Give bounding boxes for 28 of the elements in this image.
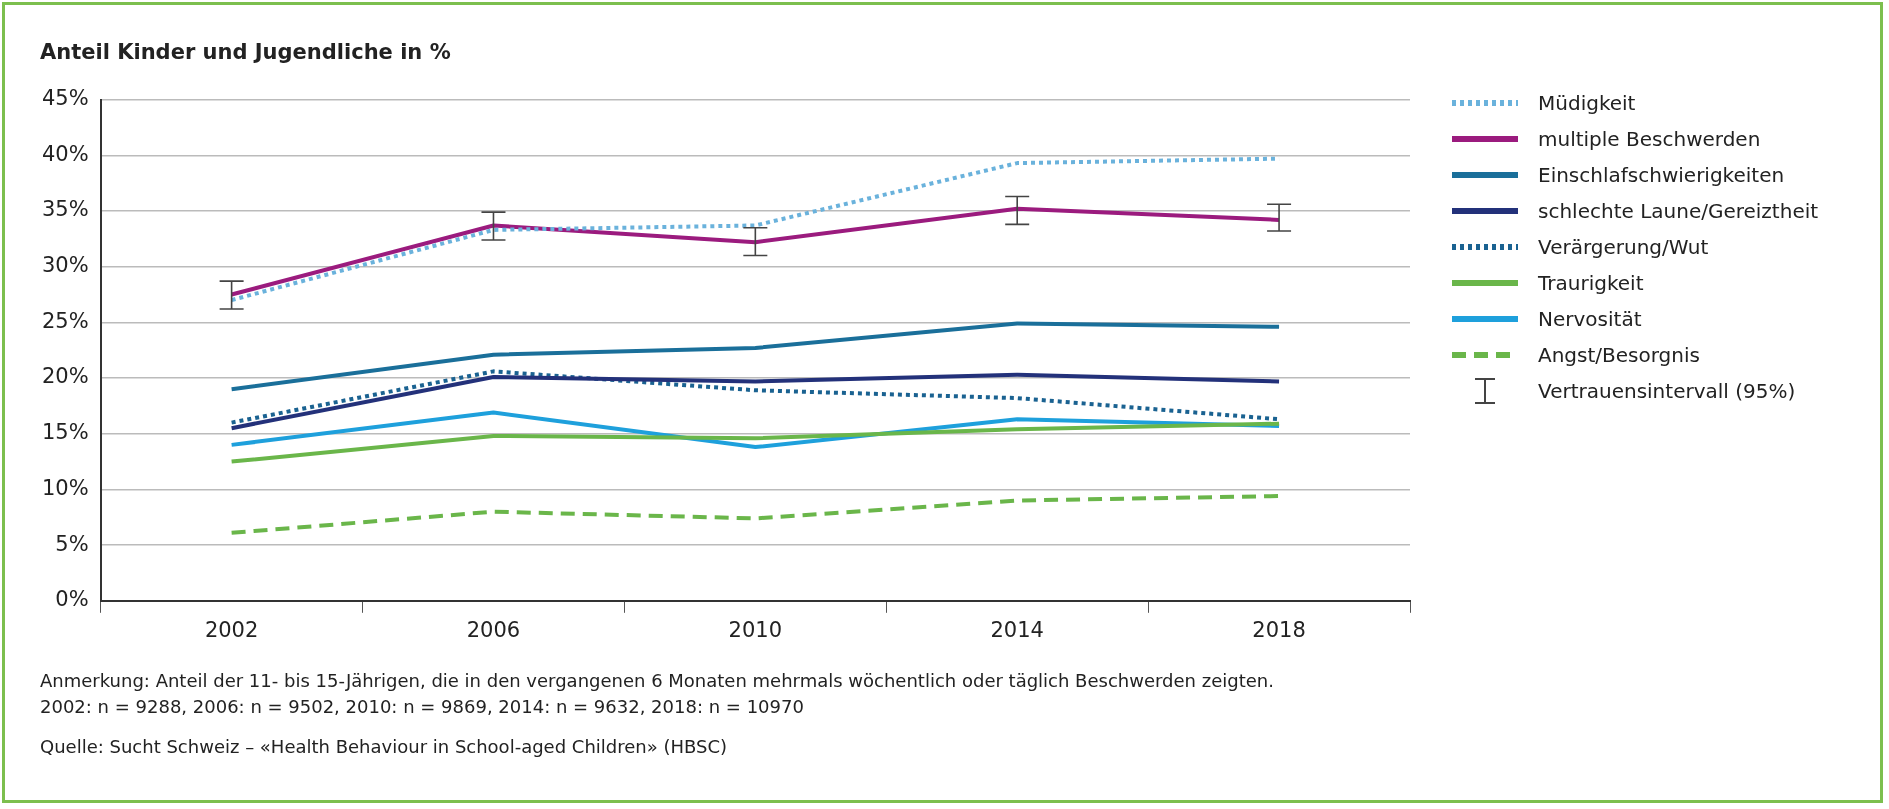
text: Anmerkung: Anteil der 11- bis 15-Jährigen, die in den vergangenen 6 Monaten mehrmals wöchentlich oder täglich Beschwerden zeigten.	[40, 669, 1274, 693]
source-note: Quelle: Sucht Schweiz – «Health Behaviour in School-aged Children» (HBSC)	[40, 735, 729, 759]
y-tick-label: 20%	[41, 364, 89, 389]
legend-label: Müdigkeit	[1538, 91, 1636, 115]
y-axis-title: Anteil Kinder und Jugendliche in %	[40, 40, 451, 64]
y-tick-label: 45%	[41, 86, 89, 111]
y-tick-label: 0%	[55, 587, 89, 612]
legend-label: Nervosität	[1538, 307, 1642, 331]
text: Vertrauensintervall (95%)	[1538, 379, 1796, 403]
y-tick-label: 5%	[55, 531, 89, 556]
legend-label: Verärgerung/Wut	[1538, 235, 1709, 259]
y-tick-label: 35%	[41, 197, 89, 222]
legend-label: Angst/Besorgnis	[1538, 343, 1700, 367]
legend-label: multiple Beschwerden	[1538, 127, 1761, 151]
text: 2002: n = 9288, 2006: n = 9502, 2010: n = 9869, 2014: n = 9632, 2018: n = 10970	[40, 695, 805, 719]
y-tick-label: 10%	[41, 475, 89, 500]
x-tick-label: 2018	[1252, 617, 1306, 642]
y-tick-label: 15%	[41, 420, 89, 445]
legend-label: schlechte Laune/Gereiztheit	[1538, 199, 1819, 223]
x-tick-label: 2014	[990, 617, 1044, 642]
x-tick-label: 2002	[204, 617, 259, 642]
x-tick-label: 2006	[466, 617, 521, 642]
y-tick-label: 40%	[41, 141, 89, 166]
legend-label: Traurigkeit	[1538, 271, 1644, 295]
x-tick-label: 2010	[728, 617, 783, 642]
y-tick-label: 30%	[41, 253, 89, 278]
legend-label: Einschlafschwierigkeiten	[1538, 163, 1785, 187]
y-tick-label: 25%	[41, 308, 89, 333]
